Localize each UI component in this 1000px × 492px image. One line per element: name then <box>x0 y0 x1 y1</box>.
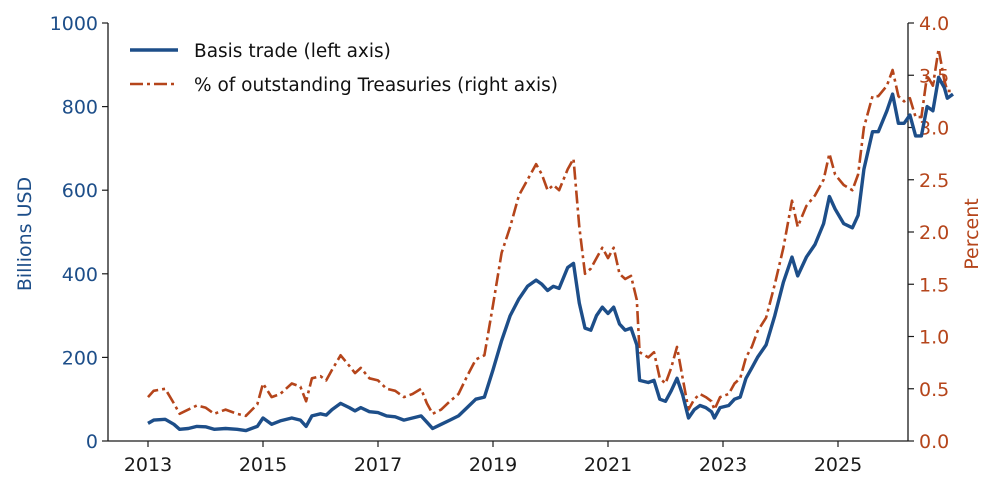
x-tick-label: 2015 <box>239 454 287 476</box>
legend-label: Basis trade (left axis) <box>194 41 391 62</box>
x-axis: 2013 2015 2017 2019 2021 2023 2025 <box>108 440 908 476</box>
percent-treasuries-line <box>147 47 953 418</box>
x-tick-label: 2025 <box>814 454 862 476</box>
left-tick-label: 0 <box>86 431 98 453</box>
left-axis: 0 200 400 600 800 1000 Billions USD <box>14 13 109 453</box>
x-tick-label: 2013 <box>124 454 172 476</box>
right-tick-label: 2.5 <box>919 170 949 192</box>
x-tick-label: 2017 <box>354 454 402 476</box>
right-tick-label: 0.5 <box>919 379 949 401</box>
left-tick-label: 400 <box>62 264 98 286</box>
left-tick-label: 600 <box>62 180 98 202</box>
left-tick-label: 1000 <box>50 13 98 35</box>
legend-label: % of outstanding Treasuries (right axis) <box>194 75 558 96</box>
left-axis-title: Billions USD <box>14 177 36 291</box>
right-tick-label: 4.0 <box>919 13 949 35</box>
right-tick-label: 2.0 <box>919 222 949 244</box>
x-tick-label: 2019 <box>469 454 517 476</box>
x-tick-label: 2021 <box>584 454 632 476</box>
left-tick-label: 800 <box>62 97 98 119</box>
basis-trade-line <box>147 75 954 433</box>
series-layer <box>147 47 954 433</box>
left-tick-label: 200 <box>62 347 98 369</box>
right-tick-label: 3.0 <box>919 118 949 140</box>
right-tick-label: 1.5 <box>919 274 949 296</box>
right-tick-label: 0.0 <box>919 431 949 453</box>
right-axis-title: Percent <box>961 198 983 270</box>
legend: Basis trade (left axis) % of outstanding … <box>130 41 558 96</box>
right-tick-label: 1.0 <box>919 327 949 349</box>
x-tick-label: 2023 <box>699 454 747 476</box>
